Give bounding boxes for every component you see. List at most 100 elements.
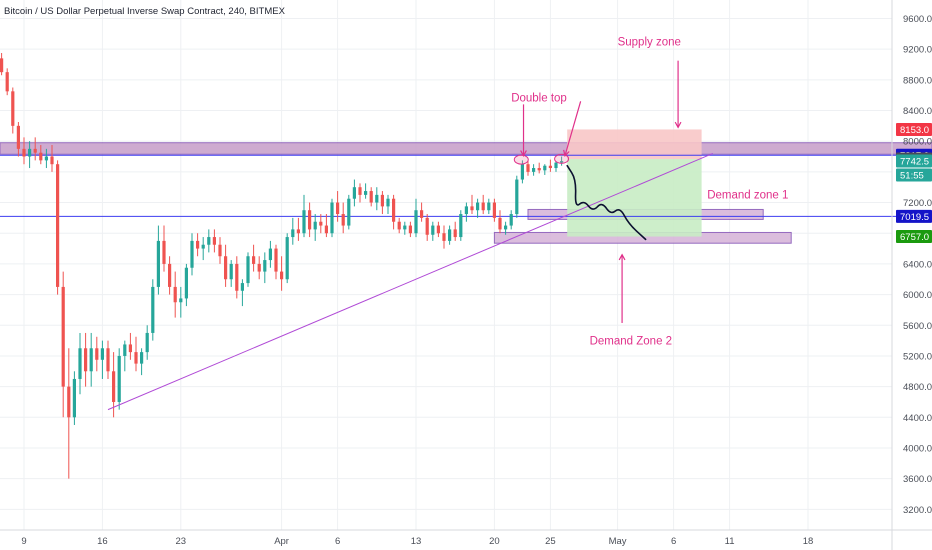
- double-top-ellipse: [513, 154, 529, 165]
- y-tick-label: 6000.0: [903, 290, 932, 301]
- candle-body: [263, 260, 267, 272]
- chart-title: Bitcoin / US Dollar Perpetual Inverse Sw…: [4, 6, 286, 17]
- candle-body: [218, 244, 222, 257]
- price-tag-label: 7019.5: [900, 212, 929, 223]
- annotation-arrowhead: [563, 149, 570, 157]
- candle-body: [392, 198, 396, 222]
- candle-body: [313, 221, 317, 230]
- candle-body: [548, 165, 552, 169]
- price-tag: [896, 168, 932, 182]
- candle-body: [61, 286, 65, 387]
- candle-body: [151, 286, 155, 333]
- x-tick-label: 16: [97, 536, 108, 547]
- candle-body: [470, 206, 474, 211]
- candle-body: [520, 164, 524, 180]
- x-tick-label: 20: [489, 536, 500, 547]
- candle-body: [408, 225, 412, 234]
- candle-body: [330, 202, 334, 234]
- candle-body: [235, 263, 239, 291]
- y-tick-label: 5200.0: [903, 351, 932, 362]
- x-tick-label: 18: [803, 536, 814, 547]
- y-tick-label: 5600.0: [903, 321, 932, 332]
- y-tick-label: 3200.0: [903, 505, 932, 516]
- trendline: [107, 153, 713, 411]
- candle-body: [420, 210, 424, 218]
- candle-body: [515, 179, 519, 215]
- candle-body: [358, 187, 362, 195]
- candle-body: [459, 214, 463, 238]
- candle-body: [280, 271, 284, 280]
- candle-body: [509, 214, 513, 226]
- candle-body: [179, 298, 183, 303]
- annotation-arrowhead: [520, 150, 527, 158]
- candle-body: [308, 210, 312, 230]
- candle-body: [319, 221, 323, 226]
- price-tag-label: 8153.0: [900, 125, 929, 136]
- zones-layer: [0, 129, 932, 244]
- candle-body: [162, 240, 166, 264]
- candle-body: [274, 248, 278, 272]
- x-tick-label: 13: [411, 536, 422, 547]
- candle-body: [156, 240, 160, 287]
- candle-body: [117, 355, 121, 402]
- y-tick-label: 4400.0: [903, 413, 932, 424]
- candle-body: [207, 237, 211, 245]
- price-tag: [896, 230, 932, 244]
- candle-body: [224, 256, 228, 280]
- candle-body: [196, 240, 200, 249]
- candle-body: [386, 198, 390, 207]
- candle-body: [190, 240, 194, 268]
- candle-body: [498, 217, 502, 230]
- y-tick-label: 9200.0: [903, 45, 932, 56]
- candle-body: [240, 283, 244, 291]
- candle-body: [44, 156, 48, 161]
- x-tick-label: 6: [335, 536, 340, 547]
- candle-body: [33, 148, 37, 153]
- annotation-label: Double top: [511, 92, 567, 104]
- candle-body: [257, 263, 261, 272]
- candle-body: [112, 371, 116, 402]
- candle-body: [341, 214, 345, 226]
- candle-body: [560, 161, 564, 163]
- candle-body: [436, 225, 440, 234]
- candle-body: [291, 229, 295, 238]
- annotations-layer: Supply zone Double top Demand zone 1 Demand…: [511, 36, 788, 347]
- candle-body: [302, 210, 306, 234]
- candle-body: [268, 248, 272, 261]
- x-tick-label: 23: [176, 536, 187, 547]
- y-tick-label: 4800.0: [903, 382, 932, 393]
- candle-body: [28, 148, 32, 157]
- candle-body: [128, 344, 132, 353]
- candle-body: [375, 194, 379, 203]
- price-tag-label: 7742.5: [900, 156, 929, 167]
- candle-body: [285, 237, 289, 280]
- candle-body: [347, 198, 351, 226]
- candle-body: [352, 187, 356, 199]
- price-tag-label: 6757.0: [900, 232, 929, 243]
- candle-body: [431, 225, 435, 235]
- candle-body: [84, 348, 88, 372]
- candle-body: [229, 263, 233, 280]
- candle-body: [543, 165, 547, 171]
- candle-body: [5, 72, 9, 92]
- y-tick-label: 6400.0: [903, 259, 932, 270]
- candle-body: [476, 202, 480, 211]
- candle-body: [453, 229, 457, 238]
- candle-body: [481, 202, 485, 211]
- candle-body: [425, 217, 429, 235]
- candle-body: [369, 191, 373, 203]
- annotation-label: Supply zone: [618, 36, 681, 48]
- price-tag-label: 51:55: [900, 170, 924, 181]
- candle-body: [403, 225, 407, 230]
- candle-body: [296, 229, 300, 234]
- candle-body: [380, 194, 384, 207]
- candle-body: [184, 267, 188, 299]
- candle-body: [95, 348, 99, 360]
- candle-body: [487, 202, 491, 211]
- candle-body: [246, 256, 250, 284]
- y-tick-label: 3600.0: [903, 474, 932, 485]
- candle-body: [11, 91, 15, 126]
- x-tick-label: 6: [671, 536, 676, 547]
- candle-body: [554, 162, 558, 169]
- candle-body: [397, 221, 401, 230]
